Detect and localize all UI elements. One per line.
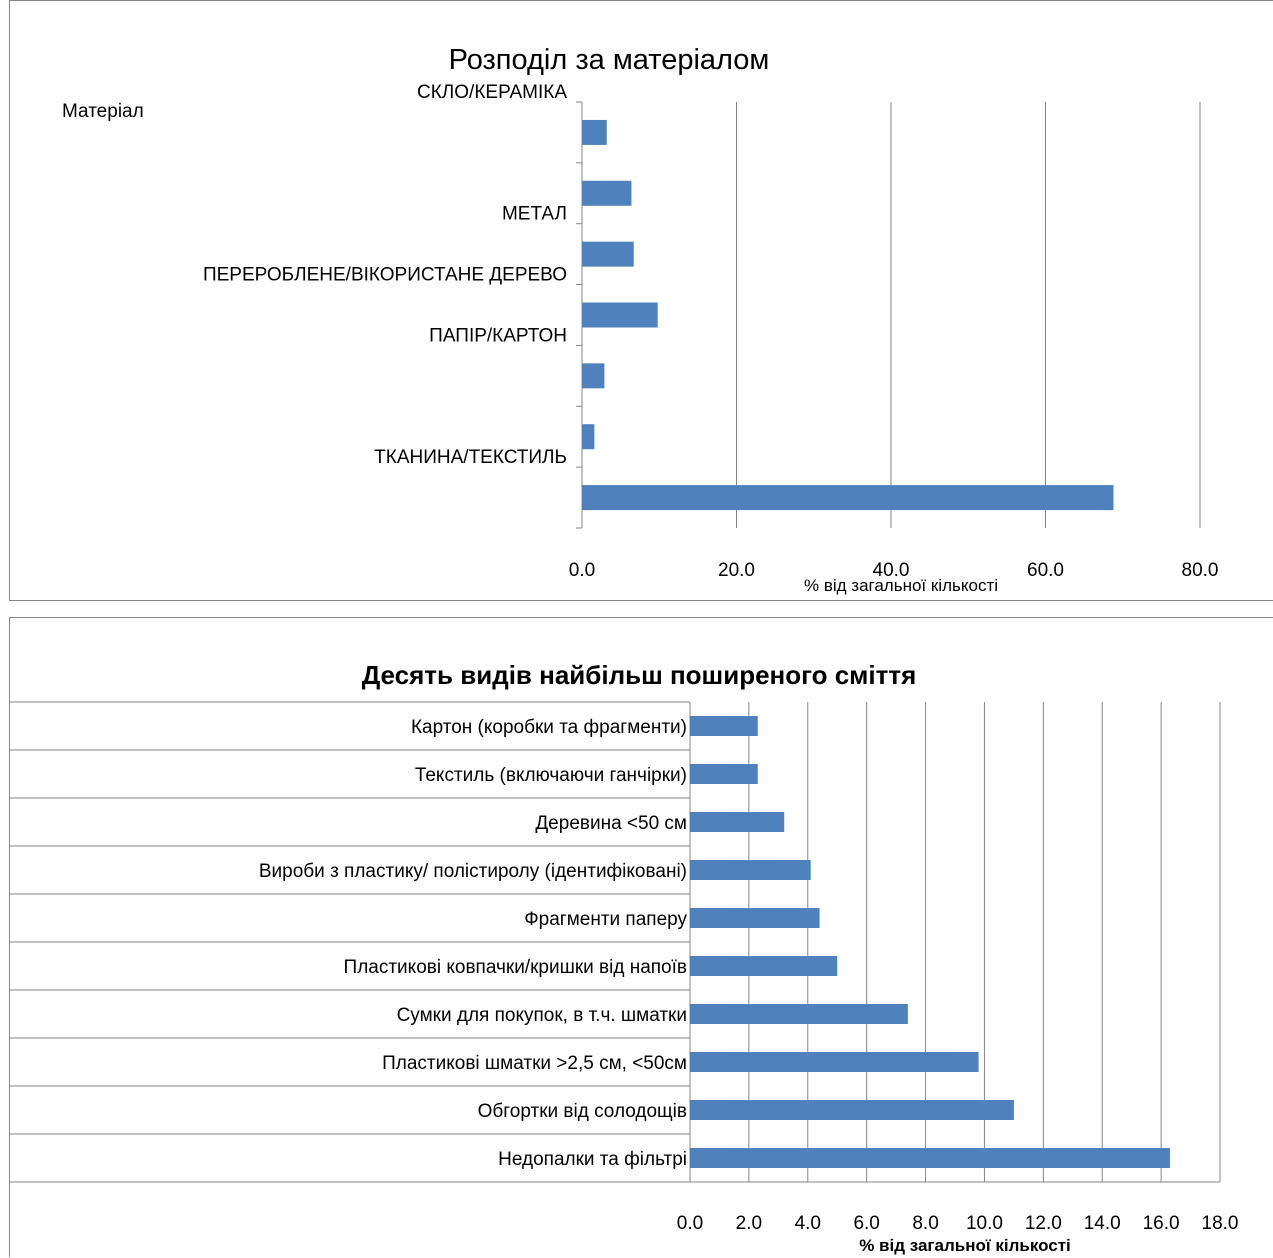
y-category-label: Текстиль (включаючи ганчірки) [415,765,687,786]
x-tick-label: 10.0 [966,1213,1003,1234]
bar [582,241,634,267]
top-ten-litter-chart: 0.0 2.0 4.0 6.0 8.0 10.0 12.0 14.0 16.0 18.0 Недоп… [9,617,1273,1257]
bar [690,764,758,784]
bar [690,1100,1014,1120]
y-category-label: Пластикові ковпачки/кришки від напоїв [344,957,687,978]
chart-title: Десять видів найбільш поширеного сміття [362,660,917,690]
bar [690,956,838,976]
y-category-label: Деревина <50 см [535,813,687,834]
y-category-label: СКЛО/КЕРАМІКА [417,82,567,103]
x-tick-label: 0.0 [569,560,595,581]
y-category-label: Недопалки та фільтрі [498,1149,687,1170]
x-tick-label: 40.0 [873,560,910,581]
bar [690,1052,979,1072]
x-tick-label: 16.0 [1143,1213,1180,1234]
y-category-label: Картон (коробки та фрагменти) [411,717,687,738]
bar [690,1148,1170,1168]
bar [690,716,758,736]
bar [582,485,1114,511]
top-litter-chart-svg: 0.0 2.0 4.0 6.0 8.0 10.0 12.0 14.0 16.0 18.0 Недоп… [10,660,1239,1255]
x-tick-label: 60.0 [1027,560,1064,581]
y-category-label: Обгортки від солодощів [478,1101,687,1122]
x-tick-label: 80.0 [1182,560,1219,581]
bar [690,860,811,880]
x-tick-label: 4.0 [795,1213,821,1234]
bar [690,908,820,928]
x-tick-label: 18.0 [1202,1213,1239,1234]
x-axis-title: % від загальної кількості [859,1236,1071,1255]
x-axis-title: % від загальної кількості [804,576,998,595]
y-category-label: ПАПІР/КАРТОН [429,325,567,346]
chart-title: Розподіл за матеріалом [449,44,770,76]
material-distribution-chart: 0.0 20.0 40.0 60.0 80.0 ТКАНИНА/ТЕКСТИЛЬ ПАПІР… [9,0,1273,601]
bar [690,1004,908,1024]
y-category-label: Сумки для покупок, в т.ч. шматки [397,1005,687,1026]
x-tick-label: 20.0 [718,560,755,581]
y-category-label: ПЕРЕРОБЛЕНЕ/ВІКОРИСТАНЕ ДЕРЕВО [203,265,567,286]
y-axis-title: Матеріал [62,101,144,122]
y-category-label: Вироби з пластику/ полістиролу (ідентифі… [259,861,687,882]
bar [582,302,658,328]
bar [690,812,785,832]
bar [582,119,607,145]
y-category-label: Фрагменти паперу [524,909,687,930]
x-tick-label: 2.0 [736,1213,762,1234]
x-tick-label: 0.0 [677,1213,703,1234]
x-tick-label: 8.0 [912,1213,938,1234]
y-category-label: ТКАНИНА/ТЕКСТИЛЬ [374,447,567,468]
y-category-label: МЕТАЛ [502,204,567,225]
bar [582,180,632,206]
x-tick-label: 6.0 [853,1213,879,1234]
x-tick-label: 14.0 [1084,1213,1121,1234]
y-category-label: Пластикові шматки >2,5 см, <50см [382,1053,687,1074]
material-chart-svg: 0.0 20.0 40.0 60.0 80.0 ТКАНИНА/ТЕКСТИЛЬ ПАПІР… [62,44,1219,595]
x-tick-label: 12.0 [1025,1213,1062,1234]
bar [582,424,595,450]
bar [582,363,605,389]
